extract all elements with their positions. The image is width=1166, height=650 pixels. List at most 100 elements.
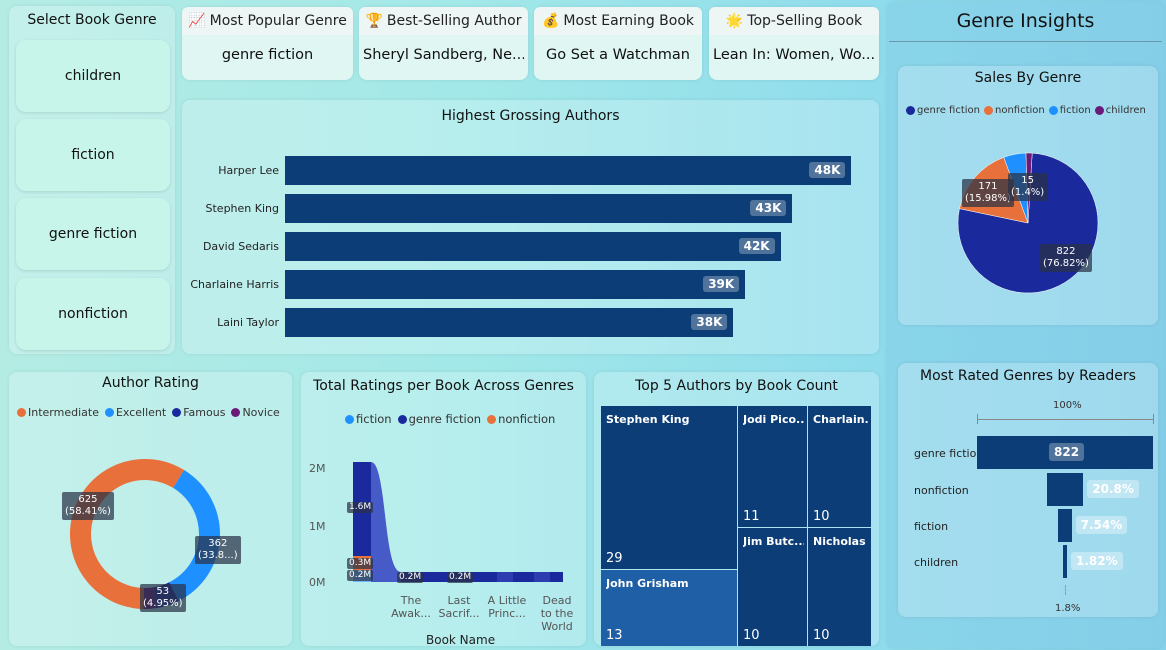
funnel-data-label: 20.8% — [1087, 480, 1139, 498]
y-tick-label: 2M — [309, 462, 326, 475]
legend-item: genre fiction — [397, 412, 482, 426]
legend-dot-icon — [906, 106, 915, 115]
chart-legend: fiction genre fiction nonfiction — [345, 412, 555, 426]
legend-dot-icon — [172, 408, 182, 417]
legend-dot-icon — [397, 414, 407, 424]
bar-data-label: 43K — [750, 200, 787, 216]
total-ratings-chart: Total Ratings per Book Across Genres fic… — [301, 372, 586, 647]
slicer-item-children[interactable]: children — [16, 40, 170, 112]
bar: 38K — [285, 308, 734, 337]
legend-label: fiction — [356, 412, 392, 426]
treemap-tile-count: 29 — [606, 551, 623, 566]
legend-item: children — [1094, 105, 1146, 116]
treemap-tile-count: 10 — [813, 628, 830, 643]
legend-dot-icon — [345, 414, 354, 424]
author-rating-chart: Author Rating Intermediate Excellent Famou… — [9, 372, 292, 646]
kpi-value: Sheryl Sandberg, Ne... — [363, 47, 524, 63]
treemap-tile-name: Jim Butc... — [743, 535, 804, 548]
genre-slicer-panel: Select Book Genre children fiction genre… — [9, 6, 175, 354]
legend-item: nonfiction — [984, 105, 1045, 116]
legend-item: Famous — [172, 406, 225, 419]
bar-category-label: David Sedaris — [202, 240, 279, 253]
bar-data-label: 42K — [738, 238, 775, 254]
area-data-label: 0.3M — [347, 558, 374, 569]
sales-by-genre-chart: Sales By Genre genre fiction nonfiction fi… — [898, 66, 1158, 325]
top-authors-treemap: Top 5 Authors by Book Count Stephen King… — [594, 372, 879, 646]
treemap-tile-count: 13 — [606, 628, 623, 643]
genre-insights-panel: Genre Insights — [887, 2, 1164, 648]
funnel-category-label: genre fiction — [914, 447, 984, 460]
highest-grossing-authors-chart: Highest Grossing Authors Harper Lee 48K St… — [182, 100, 879, 354]
legend-item: Excellent — [104, 406, 167, 419]
donut-data-label: 362 (33.8...) — [195, 536, 241, 564]
funnel-bar — [1063, 545, 1067, 578]
funnel-axis-tick — [1153, 414, 1154, 424]
treemap-tile[interactable]: John Grisham 13 — [601, 570, 737, 646]
legend-label: nonfiction — [498, 412, 556, 426]
bar-category-label: Harper Lee — [218, 164, 279, 177]
legend-item: Novice — [231, 406, 280, 419]
y-tick-label: 0M — [309, 576, 326, 589]
chart-up-icon: 📈 — [188, 13, 206, 29]
legend-label: children — [1105, 105, 1146, 116]
x-tick-label: A Little Princ... — [487, 594, 527, 620]
bar-category-label: Stephen King — [205, 202, 279, 215]
bar-category-label: Laini Taylor — [217, 316, 279, 329]
slicer-item-genre-fiction[interactable]: genre fiction — [16, 198, 170, 270]
kpi-most-earning-book: 💰 Most Earning Book Go Set a Watchman — [534, 7, 702, 80]
funnel-top-label: 100% — [1053, 400, 1082, 411]
treemap-tile[interactable]: Jim Butc... 10 — [738, 528, 807, 646]
kpi-top-selling-book: 🌟 Top-Selling Book Lean In: Women, Wo... — [709, 7, 879, 80]
funnel-data-label: 1.82% — [1071, 552, 1123, 570]
bar: 42K — [285, 232, 781, 261]
legend-label: genre fiction — [408, 412, 482, 426]
treemap-tile-name: Jodi Pico... — [743, 413, 804, 426]
chart-title: Highest Grossing Authors — [441, 108, 620, 124]
funnel-axis-tick — [1065, 585, 1067, 595]
legend-label: Famous — [183, 406, 226, 419]
sun-icon: 🌟 — [725, 13, 744, 29]
funnel-axis-tick — [977, 414, 978, 424]
donut-slice-excellent[interactable] — [169, 470, 220, 601]
kpi-value: Lean In: Women, Wo... — [713, 47, 875, 63]
bar-data-label: 48K — [809, 162, 846, 178]
funnel-bar — [1046, 473, 1084, 506]
treemap-tile[interactable]: Jodi Pico... 11 — [738, 406, 807, 527]
kpi-value: Go Set a Watchman — [546, 47, 690, 63]
bar-data-label: 39K — [703, 276, 740, 292]
area-genre-fiction-peak — [353, 462, 371, 582]
money-bag-icon: 💰 — [541, 13, 560, 29]
legend-dot-icon — [231, 408, 241, 417]
legend-dot-icon — [487, 414, 497, 424]
legend-label: Novice — [242, 406, 280, 419]
legend-item: fiction — [345, 412, 392, 426]
kpi-value: genre fiction — [221, 47, 314, 63]
slicer-title: Select Book Genre — [27, 12, 157, 28]
legend-label: fiction — [1059, 105, 1091, 116]
chart-title: Total Ratings per Book Across Genres — [313, 378, 574, 394]
treemap-tile-name: Stephen King — [606, 413, 690, 426]
legend-dot-icon — [17, 408, 26, 417]
treemap-tile-count: 11 — [743, 509, 760, 524]
kpi-best-selling-author: 🏆 Best-Selling Author Sheryl Sandberg, Ne… — [359, 7, 528, 80]
treemap-tile[interactable]: Charlain... 10 — [808, 406, 871, 527]
x-tick-label: Dead to the World — [540, 594, 574, 633]
slicer-item-nonfiction[interactable]: nonfiction — [16, 278, 170, 350]
treemap-tile[interactable]: Nicholas ... 10 — [808, 528, 871, 646]
area-segment — [534, 572, 550, 582]
chart-title: Most Rated Genres by Readers — [920, 368, 1136, 384]
most-rated-genres-chart: Most Rated Genres by Readers 100% genre f… — [898, 363, 1158, 617]
bar: 39K — [285, 270, 746, 299]
bar: 43K — [285, 194, 793, 223]
bar-data-label: 38K — [691, 314, 728, 330]
area-data-label: 0.2M — [397, 572, 424, 583]
slicer-item-fiction[interactable]: fiction — [16, 119, 170, 191]
pie-data-label: 171 (15.98%) — [962, 179, 1014, 207]
funnel-category-label: nonfiction — [914, 484, 969, 497]
treemap-tile[interactable]: Stephen King 29 — [601, 406, 737, 569]
funnel-category-label: children — [914, 556, 959, 569]
funnel-bar — [1058, 509, 1072, 542]
kpi-label: Top-Selling Book — [747, 13, 863, 29]
legend-label: Excellent — [115, 406, 167, 419]
kpi-label: Most Earning Book — [563, 13, 695, 29]
